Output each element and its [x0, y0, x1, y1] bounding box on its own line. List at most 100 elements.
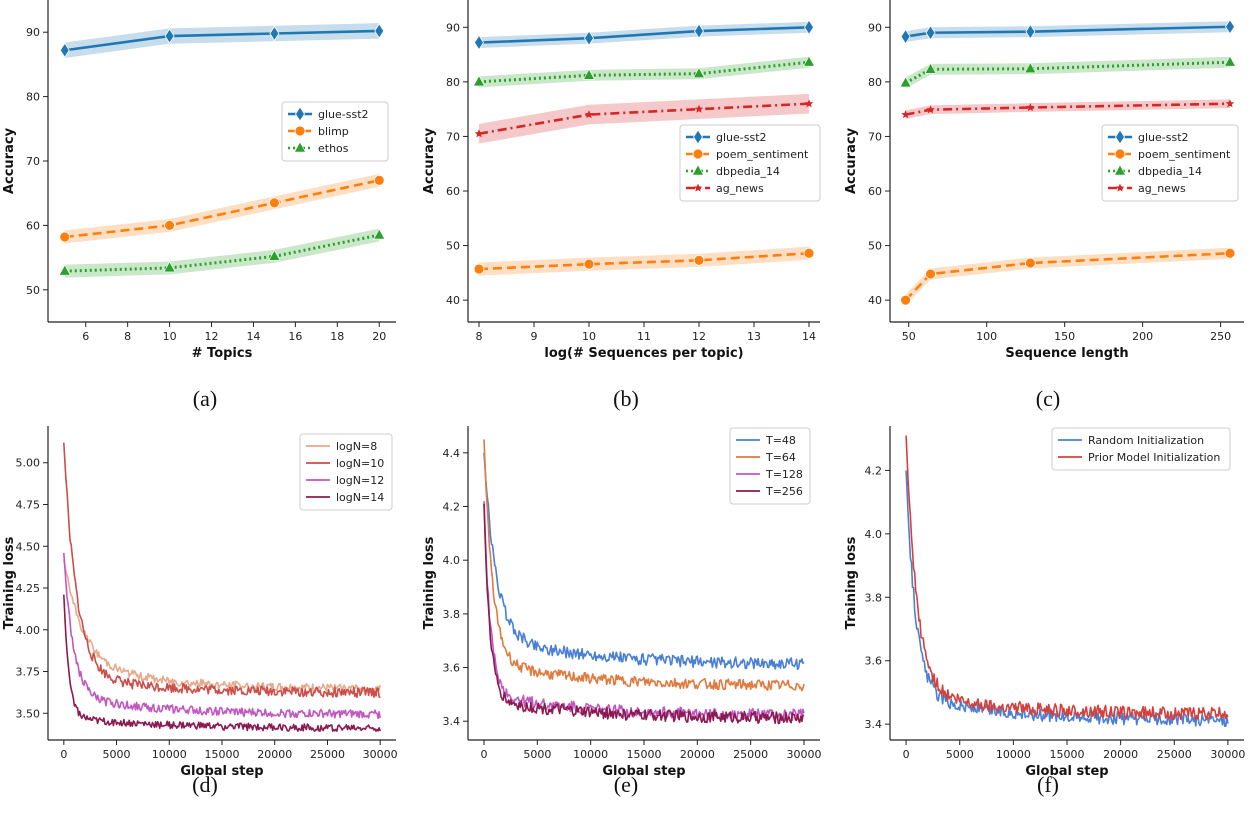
- loss-curve: [905, 470, 1229, 728]
- panel-caption: (a): [193, 386, 217, 411]
- legend: glue-sst2 poem_sentiment dbpedia_14 ag_news: [1101, 124, 1239, 202]
- data-point: [1225, 99, 1235, 108]
- x-axis-label: # Topics: [192, 346, 253, 361]
- x-tick-label: 150: [1054, 330, 1075, 343]
- data-point: [924, 62, 937, 74]
- y-tick-label: 90: [26, 26, 40, 39]
- y-tick-label: 50: [868, 240, 882, 253]
- series-line: [64, 179, 380, 239]
- series-poem_sentiment: [473, 246, 815, 276]
- confidence-band: [479, 246, 809, 276]
- legend-label: T=256: [765, 485, 803, 498]
- legend-item: T=48: [736, 434, 796, 447]
- y-tick-label: 70: [446, 130, 460, 143]
- legend-item: dbpedia_14: [686, 164, 780, 178]
- x-tick-label: 20000: [257, 748, 292, 761]
- legend-label: poem_sentiment: [716, 148, 809, 161]
- legend-label: logN=12: [336, 474, 384, 487]
- series-logN=8: [63, 559, 381, 694]
- chart-panel-a: 6 8 10 12 14 16 18 20 50 60 70 80 90 # Topics Accuracy…: [2, 0, 396, 411]
- x-tick-label: 50: [902, 330, 916, 343]
- x-axis-label: Global step: [180, 764, 263, 779]
- x-tick-label: 15000: [1050, 748, 1085, 761]
- legend-item: T=64: [736, 451, 796, 464]
- data-point: [693, 254, 705, 266]
- legend-box: [281, 101, 389, 162]
- confidence-band: [905, 247, 1230, 306]
- legend-box: [299, 433, 393, 511]
- x-tick-label: 13: [747, 330, 761, 343]
- panel-caption: (c): [1036, 386, 1060, 411]
- legend-item: ag_news: [1108, 182, 1186, 195]
- loss-curve: [63, 552, 381, 720]
- chart-panel-f: 0 5000 10000 15000 20000 25000 30000 3.4 3.6 3.8 4…: [844, 426, 1245, 797]
- x-tick-label: 5000: [946, 748, 974, 761]
- legend-label: Prior Model Initialization: [1088, 451, 1220, 464]
- x-tick-label: 30000: [363, 748, 398, 761]
- series-glue-sst2: [900, 19, 1235, 45]
- series-ag_news: [474, 93, 814, 144]
- y-tick-label: 4.50: [16, 540, 41, 553]
- data-point: [694, 104, 704, 113]
- y-axis-label: Accuracy: [844, 127, 859, 194]
- data-point: [584, 110, 594, 119]
- legend-marker: [295, 106, 305, 122]
- x-tick-label: 20000: [1103, 748, 1138, 761]
- legend: Random Initialization Prior Model Initial…: [1051, 427, 1231, 471]
- x-tick-label: 0: [481, 748, 488, 761]
- series-line: [904, 251, 1231, 302]
- y-tick-label: 90: [868, 21, 882, 34]
- legend-item: Prior Model Initialization: [1058, 451, 1220, 464]
- legend-item: glue-sst2: [288, 106, 369, 122]
- y-axis-label: Accuracy: [2, 127, 17, 194]
- x-tick-label: 12: [205, 330, 219, 343]
- series-dbpedia_14: [472, 55, 816, 88]
- y-tick-label: 3.8: [443, 608, 461, 621]
- series-Random Initialization: [905, 470, 1229, 728]
- series-logN=14: [63, 594, 381, 733]
- data-point: [584, 30, 594, 46]
- data-point: [802, 55, 816, 67]
- y-tick-label: 4.0: [443, 554, 461, 567]
- panel-caption: (e): [614, 772, 638, 797]
- loss-curve: [483, 452, 805, 671]
- legend-item: logN=14: [306, 491, 384, 504]
- legend-marker: [692, 148, 704, 160]
- legend-box: [679, 124, 821, 202]
- x-tick-label: 10000: [996, 748, 1031, 761]
- legend-item: blimp: [288, 125, 349, 138]
- legend-label: logN=10: [336, 457, 384, 470]
- legend-label: ethos: [318, 142, 349, 155]
- y-tick-label: 4.75: [16, 499, 41, 512]
- chart-panel-c: 50 100 150 200 250 40 50 60 70 80 90 Sequence lengt…: [844, 0, 1244, 411]
- series-logN=12: [63, 552, 381, 720]
- x-tick-label: 0: [60, 748, 67, 761]
- x-tick-label: 25000: [1157, 748, 1192, 761]
- data-point: [164, 28, 175, 44]
- data-point: [900, 294, 911, 306]
- data-point: [803, 247, 815, 259]
- x-tick-label: 20: [372, 330, 386, 343]
- series-logN=10: [63, 442, 381, 699]
- data-point: [1024, 257, 1036, 269]
- series-line: [478, 102, 810, 135]
- y-tick-label: 50: [446, 240, 460, 253]
- data-point: [901, 110, 910, 119]
- data-point: [804, 99, 814, 108]
- x-tick-label: 100: [976, 330, 997, 343]
- data-point: [900, 28, 911, 45]
- x-tick-label: 5000: [523, 748, 551, 761]
- legend-label: dbpedia_14: [1138, 165, 1202, 178]
- confidence-band: [905, 56, 1230, 89]
- series-glue-sst2: [474, 19, 814, 51]
- data-point: [373, 174, 385, 186]
- legend-label: ag_news: [716, 182, 764, 195]
- x-tick-label: 10000: [573, 748, 608, 761]
- x-tick-label: 30000: [1210, 748, 1245, 761]
- x-tick-label: 10000: [152, 748, 187, 761]
- data-point: [1223, 55, 1236, 67]
- data-point: [59, 42, 70, 58]
- legend-item: logN=8: [306, 440, 377, 453]
- y-tick-label: 60: [446, 185, 460, 198]
